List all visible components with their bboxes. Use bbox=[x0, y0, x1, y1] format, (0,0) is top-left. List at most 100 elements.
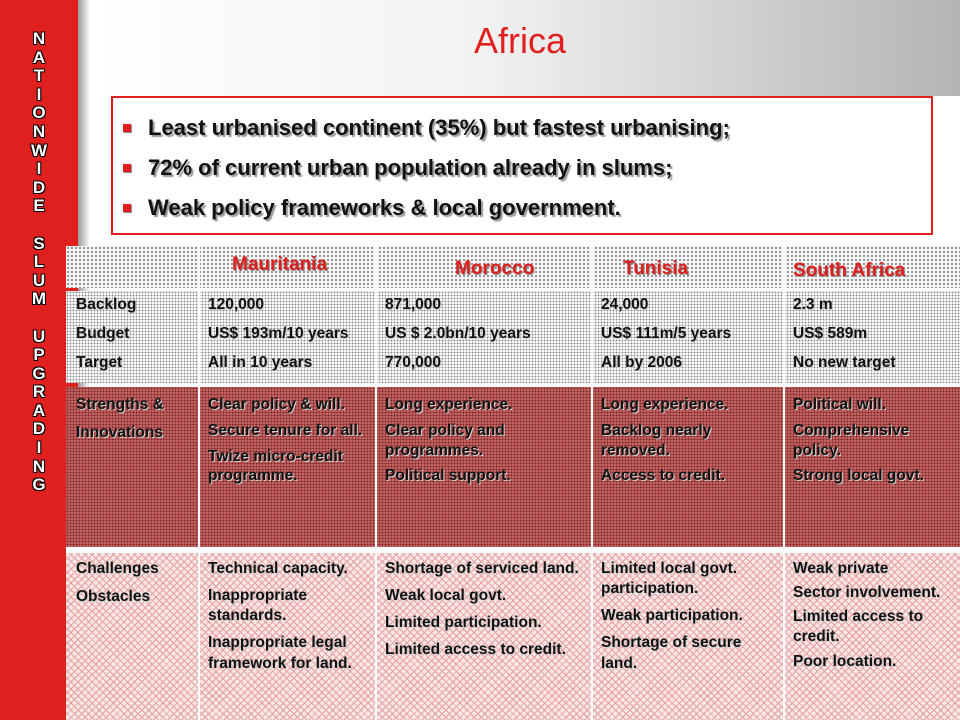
cell-line: Limited access to credit. bbox=[385, 641, 566, 659]
cell-line: Long experience. bbox=[385, 396, 513, 413]
vertical-letter: I bbox=[36, 438, 42, 458]
row-label: Backlog bbox=[76, 296, 137, 313]
cell-line: Political support. bbox=[385, 467, 511, 485]
vertical-letter: G bbox=[32, 475, 46, 495]
left-sidebar: N A T I O N W I D E S L U M U P G R A D … bbox=[0, 0, 78, 720]
vertical-title: N A T I O N W I D E S L U M U P G R A D … bbox=[0, 29, 78, 495]
cell-line: US$ 111m/5 years bbox=[601, 325, 732, 342]
vertical-letter: A bbox=[32, 47, 46, 67]
cell-line: Limited access to credit. bbox=[793, 608, 924, 646]
vertical-letter: W bbox=[30, 140, 48, 160]
bullet-item: Weak policy frameworks & local governmen… bbox=[113, 188, 931, 228]
vertical-letter: U bbox=[32, 270, 46, 290]
bullet-item: 72% of current urban population already … bbox=[113, 148, 931, 188]
cell-line: Technical capacity. bbox=[208, 560, 348, 577]
cell-line: Backlog nearly removed. bbox=[601, 421, 712, 459]
cell-line: Weak private bbox=[793, 560, 889, 577]
cell-line: US$ 589m bbox=[793, 325, 868, 342]
vertical-letter: D bbox=[32, 177, 46, 197]
cell-line: Secure tenure for all. bbox=[208, 421, 363, 439]
vertical-letter: N bbox=[32, 29, 46, 48]
bullet-text: Least urbanised continent (35%) but fast… bbox=[148, 115, 730, 140]
cell-line: Inappropriate standards. bbox=[208, 587, 308, 625]
cell-line: Limited participation. bbox=[385, 614, 542, 632]
vertical-letter: I bbox=[36, 159, 42, 179]
slide-title: Africa bbox=[473, 20, 567, 61]
bullet-text: 72% of current urban population already … bbox=[148, 155, 673, 180]
vertical-letter: P bbox=[33, 345, 45, 365]
cell-line: Sector involvement. bbox=[793, 584, 941, 602]
bullet-box: Least urbanised continent (35%) but fast… bbox=[111, 96, 933, 235]
table-cell-south-africa: Weak private Sector involvement. Limited… bbox=[785, 553, 960, 720]
row-label-cell: Strengths & Innovations bbox=[66, 387, 200, 547]
square-bullet-icon bbox=[123, 204, 131, 212]
vertical-letter: R bbox=[32, 382, 46, 402]
row-label: Budget bbox=[76, 325, 130, 342]
table-cell-mauritania: Clear policy & will. Secure tenure for a… bbox=[200, 387, 377, 547]
vertical-letter: A bbox=[32, 400, 46, 420]
cell-line: Weak local govt. bbox=[385, 587, 507, 605]
table-cell-morocco: Shortage of serviced land. Weak local go… bbox=[377, 553, 593, 720]
row-label: Obstacles bbox=[76, 588, 151, 605]
table-row-backlog: Backlog Budget Target 120,000 US$ 193m/1… bbox=[66, 291, 960, 383]
comparison-table: Mauritania Morocco Tunisia South Africa … bbox=[66, 246, 960, 720]
table-cell-south-africa: 2.3 m US$ 589m No new target bbox=[785, 291, 960, 383]
cell-line: Clear policy & will. bbox=[208, 396, 345, 413]
table-cell-mauritania: Technical capacity. Inappropriate standa… bbox=[200, 553, 377, 720]
cell-line: No new target bbox=[793, 354, 896, 371]
cell-line: Comprehensive policy. bbox=[793, 421, 910, 459]
cell-line: Twize micro-credit programme. bbox=[208, 447, 343, 485]
cell-line: Shortage of secure land. bbox=[601, 634, 742, 672]
cell-line: Limited local govt. participation. bbox=[601, 560, 738, 598]
cell-line: US$ 193m/10 years bbox=[208, 325, 349, 342]
cell-line: 2.3 m bbox=[793, 296, 833, 313]
title-band bbox=[90, 0, 960, 96]
table-cell-morocco: 871,000 US $ 2.0bn/10 years 770,000 bbox=[377, 291, 593, 383]
vertical-letter: O bbox=[32, 103, 46, 123]
square-bullet-icon bbox=[123, 164, 131, 172]
row-label: Strengths & bbox=[76, 396, 164, 413]
vertical-letter: U bbox=[32, 326, 46, 346]
cell-line: Inappropriate legal framework for land. bbox=[208, 634, 352, 672]
table-cell-mauritania: 120,000 US$ 193m/10 years All in 10 year… bbox=[200, 291, 377, 383]
header-cell-south-africa: South Africa bbox=[793, 260, 906, 281]
table-row-challenges: Challenges Obstacles Technical capacity.… bbox=[66, 553, 960, 720]
table-cell-tunisia: 24,000 US$ 111m/5 years All by 2006 bbox=[593, 291, 785, 383]
cell-line: All by 2006 bbox=[601, 354, 682, 371]
cell-line: Clear policy and programmes. bbox=[385, 421, 505, 459]
vertical-letter: T bbox=[33, 66, 45, 86]
table-cell-tunisia: Long experience. Backlog nearly removed.… bbox=[593, 387, 785, 547]
row-label: Challenges bbox=[76, 560, 159, 577]
vertical-letter: N bbox=[32, 456, 46, 476]
table-cell-tunisia: Limited local govt. participation. Weak … bbox=[593, 553, 785, 720]
header-cell-tunisia: Tunisia bbox=[593, 246, 785, 288]
vertical-letter: G bbox=[32, 363, 46, 383]
cell-line: US $ 2.0bn/10 years bbox=[385, 325, 531, 342]
table-cell-morocco: Long experience. Clear policy and progra… bbox=[377, 387, 593, 547]
bullet-text: Weak policy frameworks & local governmen… bbox=[148, 195, 621, 220]
square-bullet-icon bbox=[123, 124, 131, 132]
cell-line: Access to credit. bbox=[601, 467, 726, 485]
row-label-cell: Backlog Budget Target bbox=[66, 291, 200, 383]
table-header-row: Mauritania Morocco Tunisia South Africa bbox=[66, 246, 960, 288]
cell-line: All in 10 years bbox=[208, 354, 313, 371]
row-label-cell: Challenges Obstacles bbox=[66, 553, 200, 720]
cell-line: 871,000 bbox=[385, 296, 442, 313]
cell-line: Strong local govt. bbox=[793, 467, 924, 485]
vertical-letter: D bbox=[32, 419, 46, 439]
cell-line: 770,000 bbox=[385, 354, 442, 371]
header-cell-mauritania: Mauritania bbox=[200, 246, 377, 288]
vertical-letter: S bbox=[33, 233, 45, 253]
vertical-letter: E bbox=[33, 196, 45, 216]
bullet-item: Least urbanised continent (35%) but fast… bbox=[113, 108, 931, 148]
vertical-letter: N bbox=[32, 121, 46, 141]
cell-line: Long experience. bbox=[601, 396, 729, 413]
table-row-strengths: Strengths & Innovations Clear policy & w… bbox=[66, 387, 960, 547]
header-cell-empty bbox=[66, 246, 200, 288]
header-cell-morocco: Morocco bbox=[377, 246, 593, 288]
vertical-letter: M bbox=[31, 289, 47, 309]
cell-line: Poor location. bbox=[793, 652, 897, 670]
row-label: Target bbox=[76, 354, 123, 371]
vertical-letter: I bbox=[36, 84, 42, 104]
row-divider bbox=[66, 547, 960, 553]
